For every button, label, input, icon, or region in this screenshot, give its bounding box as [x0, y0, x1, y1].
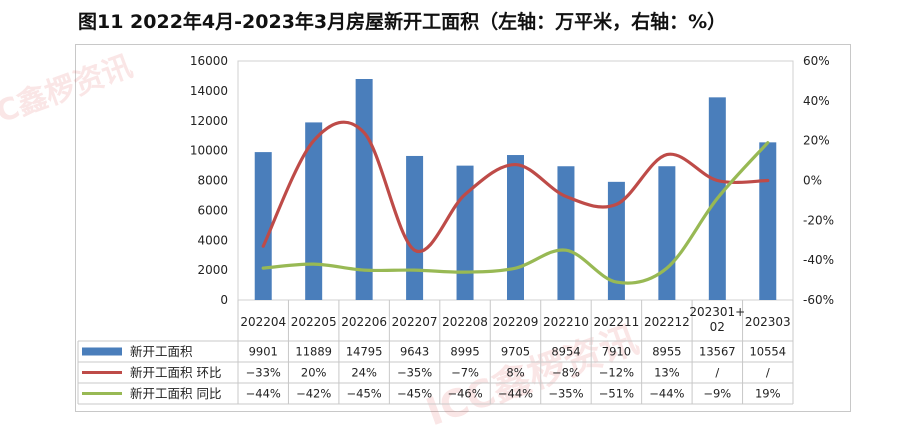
bar [355, 78, 373, 300]
table-cell: 19% [755, 387, 781, 401]
table-cell: −33% [246, 366, 281, 380]
right-axis-tick-label: -60% [803, 293, 834, 307]
category-label: 02 [710, 320, 725, 334]
left-axis-tick-label: 10000 [190, 144, 228, 158]
table-cell: 7910 [602, 345, 631, 359]
table-cell: −44% [498, 387, 533, 401]
category-label: 202204 [240, 315, 286, 329]
category-label: 202212 [644, 315, 690, 329]
mom-line [261, 120, 770, 254]
right-axis-tick-label: 0% [803, 174, 822, 188]
table-cell: −51% [599, 387, 634, 401]
bar [759, 142, 777, 300]
bar [507, 155, 524, 300]
table-cell: 20% [301, 366, 327, 380]
category-label: 202207 [392, 315, 438, 329]
table-cell: / [715, 366, 719, 380]
table-cell: −45% [347, 387, 382, 401]
table-cell: 8% [506, 366, 524, 380]
right-axis-tick-label: 40% [803, 94, 830, 108]
legend-label: 新开工面积 环比 [130, 365, 221, 380]
table-cell: −12% [599, 366, 634, 380]
category-label: 202208 [442, 315, 488, 329]
table-cell: −44% [246, 387, 281, 401]
table-cell: 10554 [749, 345, 786, 359]
table-cell: 24% [351, 366, 377, 380]
left-axis-tick-label: 0 [220, 293, 228, 307]
legend-label: 新开工面积 同比 [130, 386, 221, 401]
table-cell: 9705 [501, 345, 530, 359]
category-label: 202205 [291, 315, 337, 329]
bar [406, 155, 424, 300]
left-axis-tick-label: 4000 [197, 233, 228, 247]
left-axis-tick-label: 2000 [197, 263, 228, 277]
bar [658, 166, 676, 300]
left-axis-tick-label: 8000 [197, 174, 228, 188]
left-axis-tick-label: 16000 [190, 54, 228, 68]
table-cell: 13% [654, 366, 680, 380]
category-label: 202210 [543, 315, 589, 329]
category-label: 202301+ [689, 305, 745, 319]
left-axis-tick-label: 14000 [190, 84, 228, 98]
chart-frame [75, 44, 851, 412]
left-axis-tick-label: 6000 [197, 203, 228, 217]
table-cell: 8955 [652, 345, 681, 359]
right-axis-tick-label: 60% [803, 54, 830, 68]
chart-svg: 0 2000 4000 6000 8000 10000 12000 14000 16000 -60… [77, 54, 834, 405]
table-cell: 8995 [450, 345, 479, 359]
table-cell: −44% [649, 387, 684, 401]
table-cell: 9643 [400, 345, 429, 359]
right-axis-tick-label: 20% [803, 134, 830, 148]
bar [557, 166, 575, 300]
right-axis-tick-label: -40% [803, 253, 834, 267]
table-cell: 13567 [699, 345, 736, 359]
yoy-line [261, 141, 770, 285]
category-label: 202303 [745, 315, 791, 329]
bar [254, 152, 272, 300]
table-cell: 11889 [295, 345, 332, 359]
table-cell: −8% [552, 366, 580, 380]
table-cell: −35% [397, 366, 432, 380]
table-cell: −9% [703, 387, 731, 401]
category-label: 202209 [493, 315, 539, 329]
table-cell: 14795 [346, 345, 383, 359]
category-label: 202206 [341, 315, 387, 329]
table-cell: −45% [397, 387, 432, 401]
bar [305, 122, 323, 300]
table-cell: −46% [447, 387, 482, 401]
legend-label: 新开工面积 [130, 344, 193, 359]
table-cell: / [766, 366, 770, 380]
table-cell: −7% [451, 366, 479, 380]
table-cell: 9901 [249, 345, 278, 359]
table-cell: −35% [548, 387, 583, 401]
category-label: 202211 [594, 315, 640, 329]
legend-bar-swatch [82, 347, 122, 356]
table-cell: 8954 [551, 345, 580, 359]
bar [456, 165, 474, 300]
table-cell: −42% [296, 387, 331, 401]
bar [607, 181, 625, 300]
left-axis-tick-label: 12000 [190, 114, 228, 128]
chart-title: 图11 2022年4月-2023年3月房屋新开工面积（左轴：万平米，右轴：%） [78, 11, 727, 33]
right-axis-tick-label: -20% [803, 213, 834, 227]
